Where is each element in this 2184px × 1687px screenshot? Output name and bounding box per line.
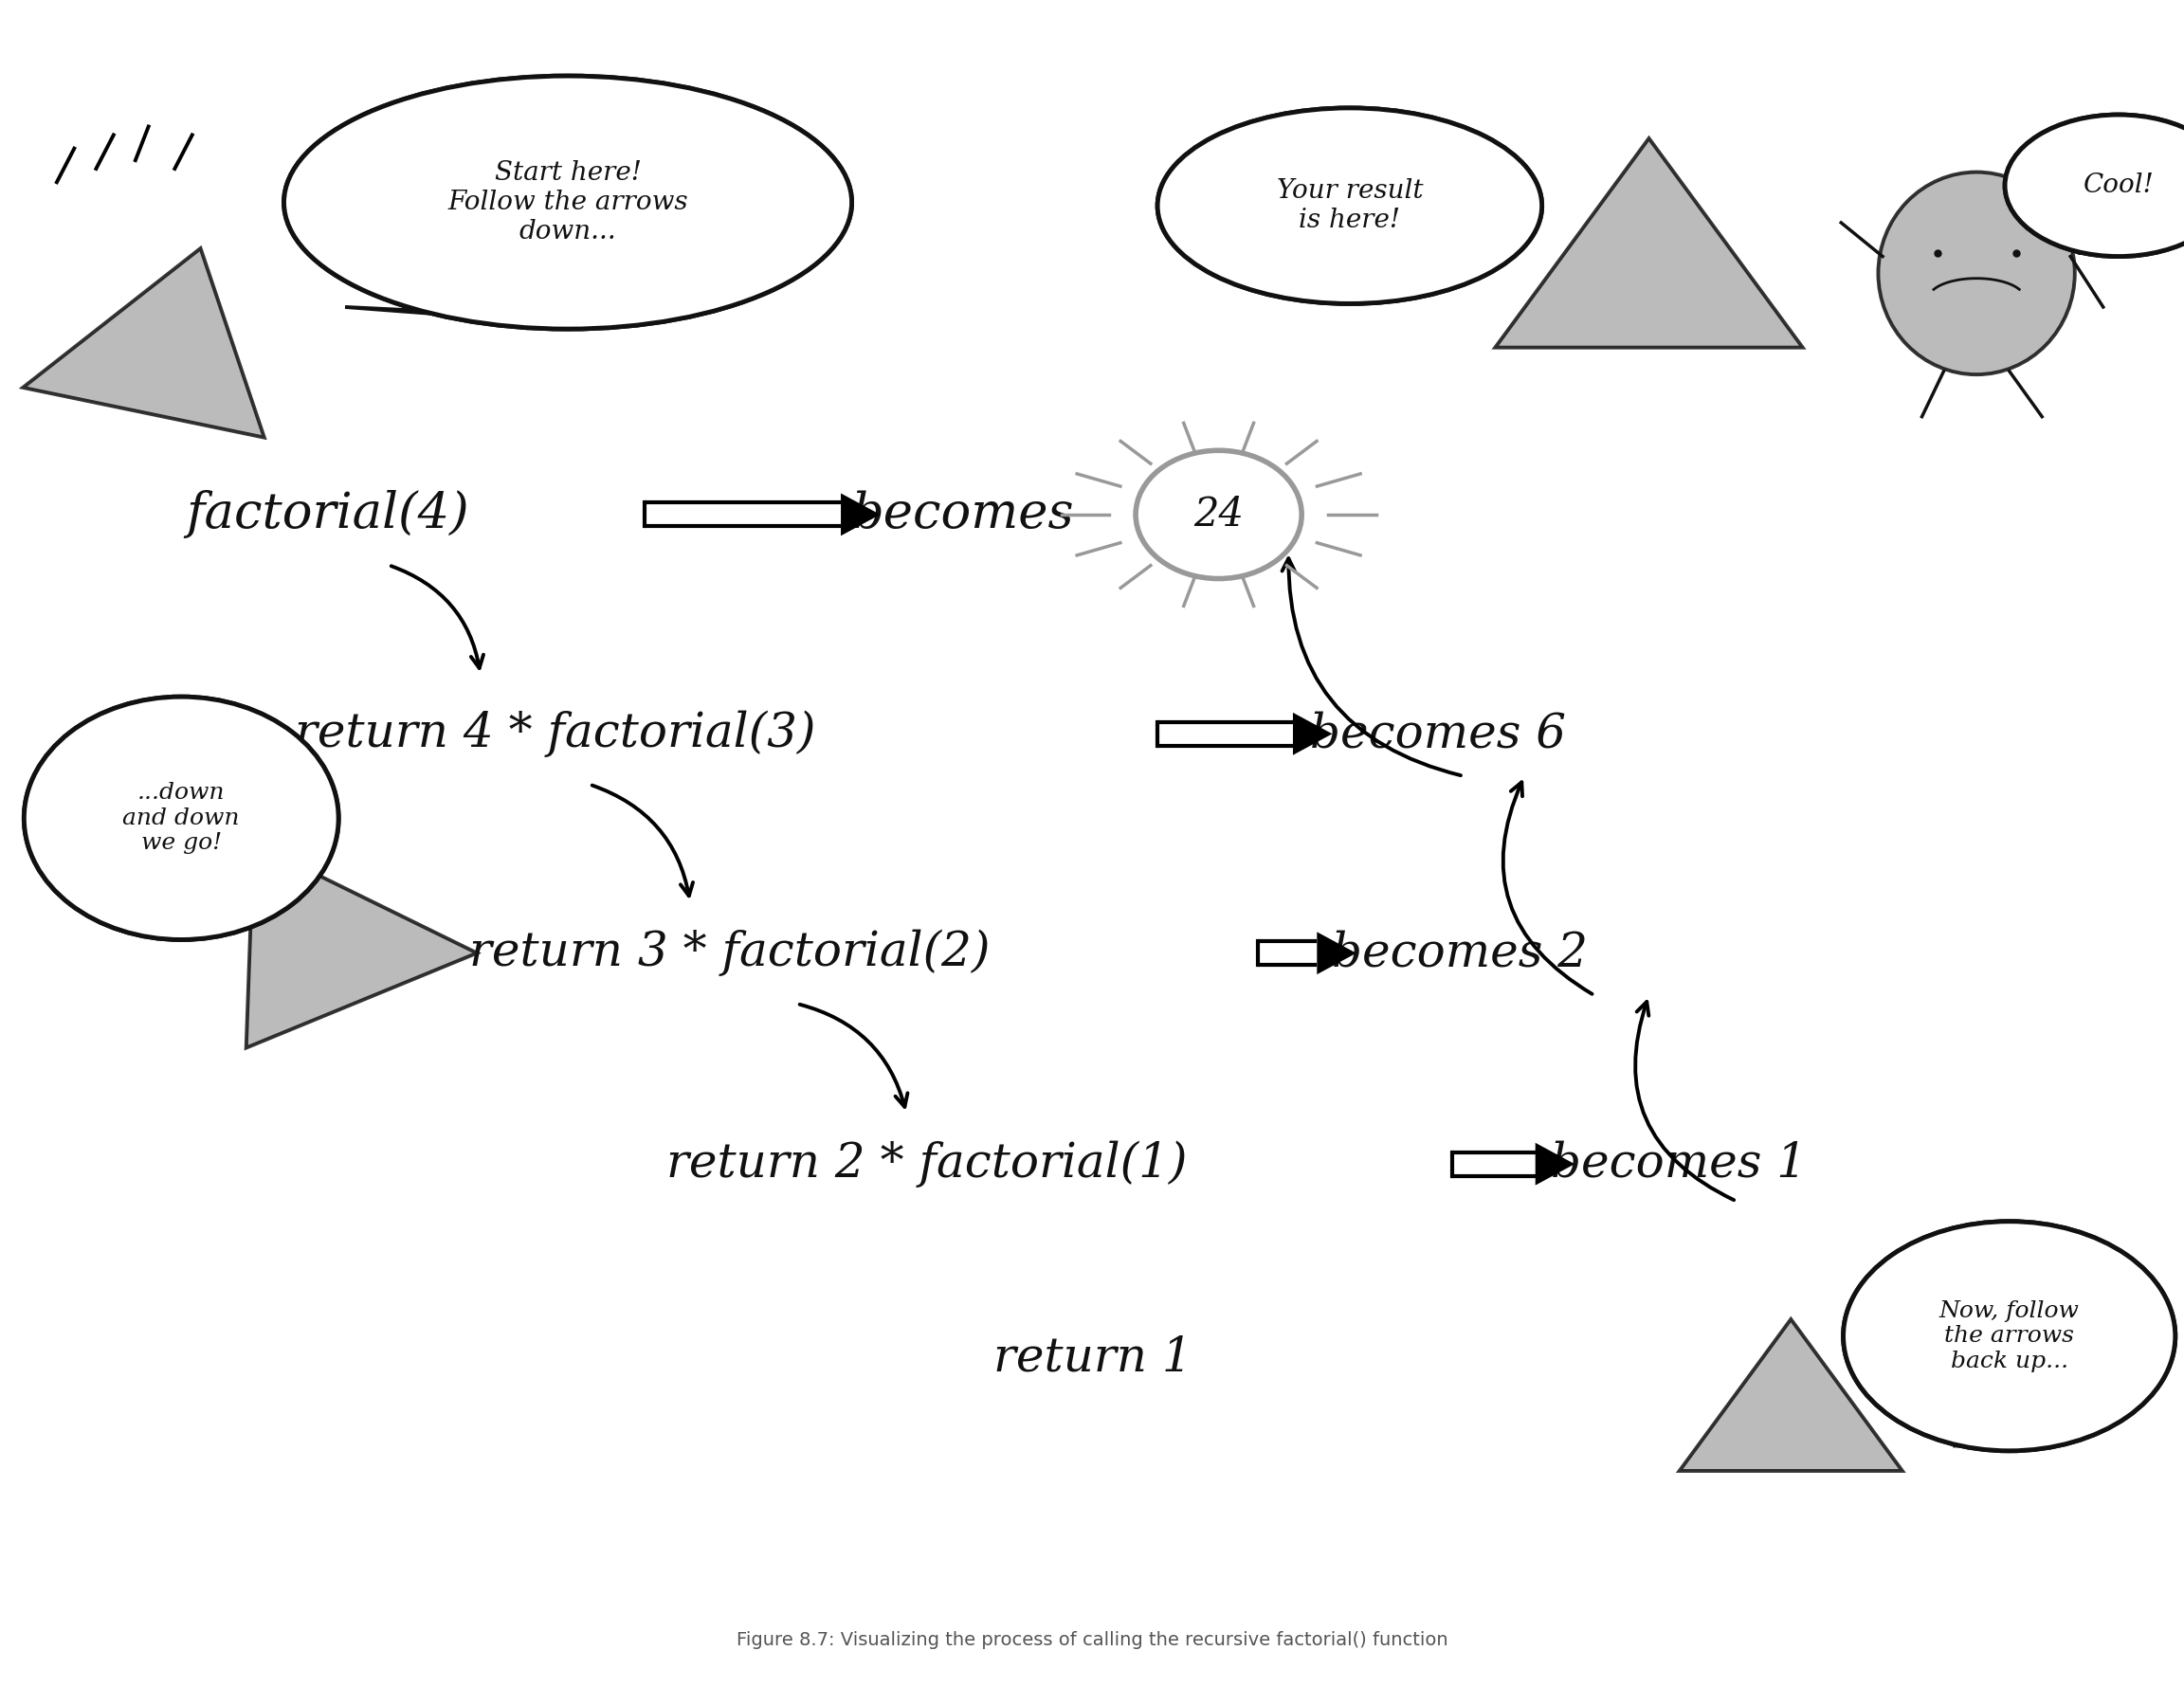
Circle shape	[1136, 450, 1302, 579]
Ellipse shape	[24, 697, 339, 940]
Ellipse shape	[2005, 115, 2184, 256]
Text: Now, follow
the arrows
back up...: Now, follow the arrows back up...	[1939, 1301, 2079, 1372]
Text: 24: 24	[1192, 494, 1245, 535]
Text: becomes: becomes	[852, 491, 1075, 538]
Polygon shape	[1293, 712, 1332, 756]
Polygon shape	[159, 908, 280, 933]
Polygon shape	[1317, 931, 1356, 975]
Text: return 1: return 1	[994, 1334, 1192, 1382]
Text: Cool!: Cool!	[2084, 172, 2153, 199]
Ellipse shape	[2005, 115, 2184, 256]
Text: return 2 * factorial(1): return 2 * factorial(1)	[666, 1140, 1186, 1188]
Ellipse shape	[24, 697, 339, 940]
Text: Your result
is here!: Your result is here!	[1275, 179, 1424, 233]
Ellipse shape	[1843, 1221, 2175, 1451]
Text: becomes 6: becomes 6	[1310, 710, 1566, 757]
Polygon shape	[1926, 1248, 2042, 1446]
Polygon shape	[1535, 1142, 1575, 1186]
Text: becomes 2: becomes 2	[1332, 930, 1588, 977]
Polygon shape	[1679, 1319, 1902, 1471]
Ellipse shape	[1878, 172, 2075, 375]
Ellipse shape	[1158, 108, 1542, 304]
Polygon shape	[22, 248, 264, 437]
Ellipse shape	[284, 76, 852, 329]
Polygon shape	[1496, 138, 1802, 348]
Polygon shape	[1310, 299, 1393, 300]
Text: return 4 * factorial(3): return 4 * factorial(3)	[295, 710, 815, 757]
Polygon shape	[2062, 243, 2151, 253]
Text: Start here!
Follow the arrows
down...: Start here! Follow the arrows down...	[448, 160, 688, 245]
Text: becomes 1: becomes 1	[1551, 1140, 1806, 1188]
Polygon shape	[841, 493, 880, 536]
Ellipse shape	[284, 76, 852, 329]
Polygon shape	[247, 844, 476, 1048]
Text: return 3 * factorial(2): return 3 * factorial(2)	[470, 930, 989, 977]
Text: Figure 8.7: Visualizing the process of calling the recursive factorial() functio: Figure 8.7: Visualizing the process of c…	[736, 1631, 1448, 1648]
Text: ...down
and down
we go!: ...down and down we go!	[122, 783, 240, 854]
Text: factorial(4): factorial(4)	[186, 491, 470, 538]
Polygon shape	[345, 307, 622, 321]
Ellipse shape	[1158, 108, 1542, 304]
Ellipse shape	[1843, 1221, 2175, 1451]
